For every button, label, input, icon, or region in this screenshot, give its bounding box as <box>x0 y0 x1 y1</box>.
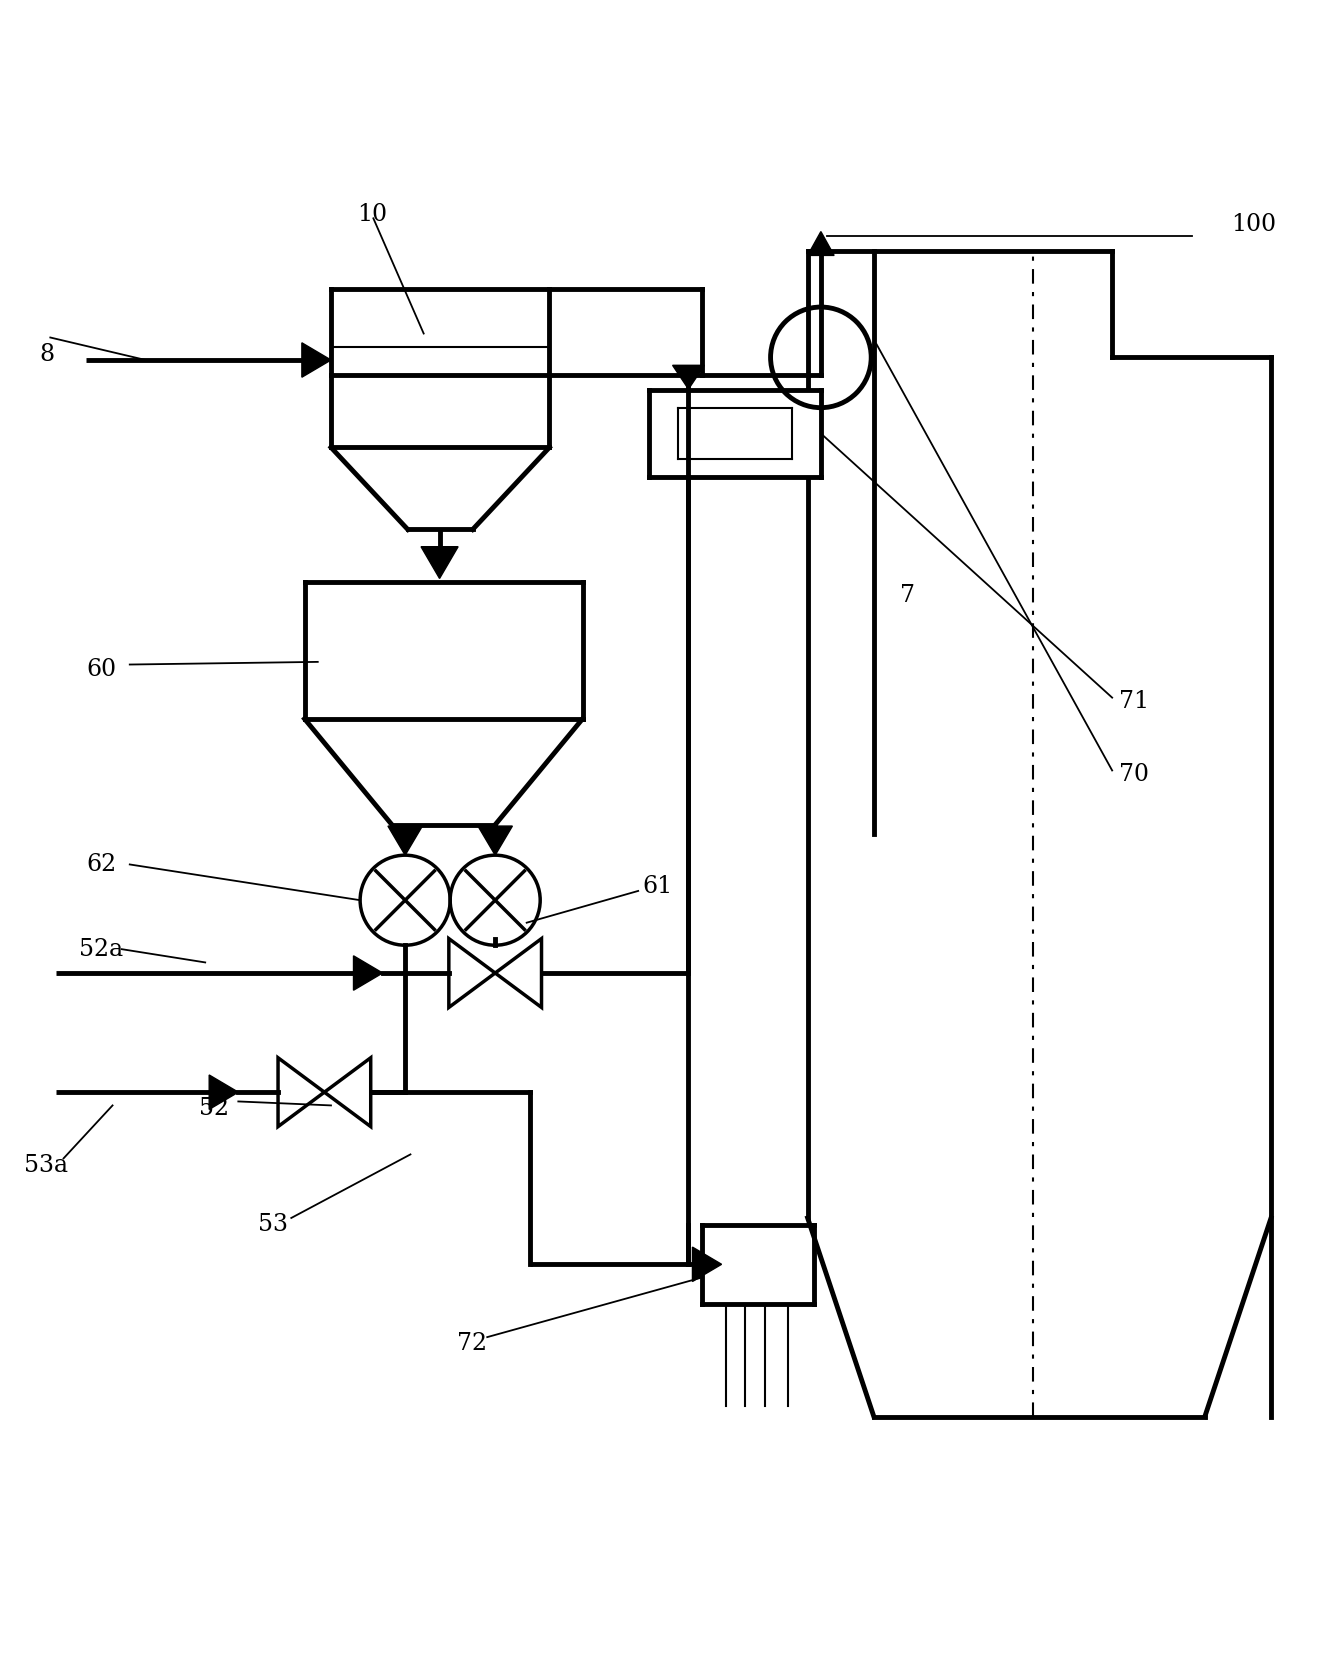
Text: 71: 71 <box>1119 691 1149 714</box>
Polygon shape <box>302 344 331 377</box>
Polygon shape <box>495 939 542 1007</box>
Text: 52a: 52a <box>79 937 123 961</box>
Text: 52: 52 <box>199 1096 229 1119</box>
Polygon shape <box>808 232 834 255</box>
Polygon shape <box>478 826 512 856</box>
Polygon shape <box>354 956 383 991</box>
Text: 10: 10 <box>357 203 388 225</box>
Text: 72: 72 <box>457 1333 487 1354</box>
Circle shape <box>771 307 871 407</box>
Polygon shape <box>324 1058 371 1126</box>
Text: 62: 62 <box>86 852 117 876</box>
Text: 8: 8 <box>40 344 54 367</box>
Polygon shape <box>673 365 704 389</box>
Text: 100: 100 <box>1231 214 1276 237</box>
Text: 7: 7 <box>900 584 915 607</box>
Text: 70: 70 <box>1119 762 1149 786</box>
Text: 60: 60 <box>86 659 117 681</box>
Polygon shape <box>209 1074 238 1109</box>
Polygon shape <box>421 547 458 579</box>
Text: 53a: 53a <box>24 1154 68 1176</box>
Polygon shape <box>449 939 495 1007</box>
Polygon shape <box>278 1058 324 1126</box>
Text: 61: 61 <box>642 876 673 899</box>
Text: 53: 53 <box>258 1213 289 1236</box>
Polygon shape <box>692 1248 722 1281</box>
Polygon shape <box>388 826 422 856</box>
